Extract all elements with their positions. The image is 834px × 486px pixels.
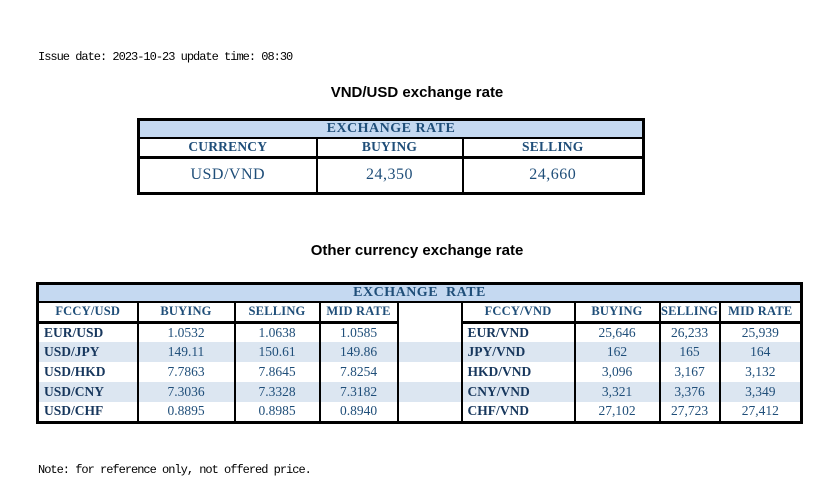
spacer-cell	[396, 382, 463, 402]
buying-cell: 162	[573, 342, 661, 362]
usd-table-title: VND/USD exchange rate	[330, 84, 504, 101]
buying-cell: 149.11	[136, 342, 236, 362]
buying-cell: 1.0532	[136, 322, 236, 342]
other-table-title: Other currency exchange rate	[310, 242, 524, 259]
pair-cell: USD/HKD	[36, 362, 139, 382]
pair-cell: USD/CNY	[36, 382, 139, 402]
exchange-rate-band-header: EXCHANGE RATE	[36, 283, 803, 303]
pair-cell: EUR/VND	[460, 322, 576, 342]
column-header-buying-vnd: BUYING	[573, 302, 661, 324]
column-header-fccy-usd: FCCY/USD	[36, 302, 139, 324]
mid-rate-cell: 3,132	[718, 362, 803, 382]
buying-cell: 7.7863	[136, 362, 236, 382]
mid-rate-cell: 1.0585	[318, 322, 399, 342]
table-band-row: EXCHANGE RATE	[137, 119, 645, 139]
column-header-mid-vnd: MID RATE	[718, 302, 803, 324]
buying-cell: 24,350	[315, 157, 464, 193]
column-header-mid-usd: MID RATE	[318, 302, 399, 324]
buying-cell: 7.3036	[136, 382, 236, 402]
currency-cell: USD/VND	[137, 157, 318, 193]
mid-rate-cell: 7.8254	[318, 362, 399, 382]
buying-cell: 3,321	[573, 382, 661, 402]
selling-cell: 27,723	[658, 402, 721, 422]
selling-cell: 3,376	[658, 382, 721, 402]
selling-cell: 3,167	[658, 362, 721, 382]
column-header-selling-usd: SELLING	[233, 302, 321, 324]
selling-cell: 26,233	[658, 322, 721, 342]
table-band-row: EXCHANGE RATE	[36, 283, 803, 303]
column-header-buying: BUYING	[315, 138, 464, 159]
pair-cell: EUR/USD	[36, 322, 139, 342]
column-header-row: FCCY/USD BUYING SELLING MID RATE FCCY/VN…	[36, 302, 803, 324]
usd-vnd-exchange-table: EXCHANGE RATE CURRENCY BUYING SELLING US…	[137, 118, 645, 195]
pair-cell: HKD/VND	[460, 362, 576, 382]
note-line: Note: for reference only, not offered pr…	[38, 463, 312, 477]
selling-cell: 0.8985	[233, 402, 321, 422]
selling-cell: 7.8645	[233, 362, 321, 382]
mid-rate-cell: 0.8940	[318, 402, 399, 422]
spacer-column	[396, 302, 463, 322]
spacer-cell	[396, 322, 463, 342]
issue-date-line: Issue date: 2023-10-23 update time: 08:3…	[38, 50, 293, 64]
other-currency-exchange-table: EXCHANGE RATE FCCY/USD BUYING SELLING MI…	[36, 282, 804, 424]
table-row: USD/JPY 149.11 150.61 149.86 JPY/VND 162…	[36, 342, 803, 362]
column-header-selling: SELLING	[461, 138, 645, 159]
mid-rate-cell: 25,939	[718, 322, 803, 342]
pair-cell: CNY/VND	[460, 382, 576, 402]
selling-cell: 1.0638	[233, 322, 321, 342]
pair-cell: USD/JPY	[36, 342, 139, 362]
selling-cell: 24,660	[461, 157, 645, 193]
mid-rate-cell: 149.86	[318, 342, 399, 362]
selling-cell: 150.61	[233, 342, 321, 362]
selling-cell: 165	[658, 342, 721, 362]
mid-rate-cell: 3,349	[718, 382, 803, 402]
buying-cell: 0.8895	[136, 402, 236, 422]
spacer-cell	[396, 402, 463, 422]
exchange-rate-band-header: EXCHANGE RATE	[137, 119, 645, 139]
table-row: USD/HKD 7.7863 7.8645 7.8254 HKD/VND 3,0…	[36, 362, 803, 382]
spacer-cell	[396, 342, 463, 362]
pair-cell: JPY/VND	[460, 342, 576, 362]
spacer-cell	[396, 362, 463, 382]
mid-rate-cell: 164	[718, 342, 803, 362]
table-row: USD/CNY 7.3036 7.3328 7.3182 CNY/VND 3,3…	[36, 382, 803, 402]
mid-rate-cell: 27,412	[718, 402, 803, 422]
table-row: EUR/USD 1.0532 1.0638 1.0585 EUR/VND 25,…	[36, 322, 803, 342]
buying-cell: 3,096	[573, 362, 661, 382]
table-row: USD/VND 24,350 24,660	[137, 157, 645, 193]
table-row: USD/CHF 0.8895 0.8985 0.8940 CHF/VND 27,…	[36, 402, 803, 422]
column-header-fccy-vnd: FCCY/VND	[460, 302, 576, 324]
column-header-selling-vnd: SELLING	[658, 302, 721, 324]
buying-cell: 25,646	[573, 322, 661, 342]
pair-cell: USD/CHF	[36, 402, 139, 422]
pair-cell: CHF/VND	[460, 402, 576, 422]
buying-cell: 27,102	[573, 402, 661, 422]
mid-rate-cell: 7.3182	[318, 382, 399, 402]
selling-cell: 7.3328	[233, 382, 321, 402]
column-header-row: CURRENCY BUYING SELLING	[137, 138, 645, 159]
column-header-currency: CURRENCY	[137, 138, 318, 159]
column-header-buying-usd: BUYING	[136, 302, 236, 324]
